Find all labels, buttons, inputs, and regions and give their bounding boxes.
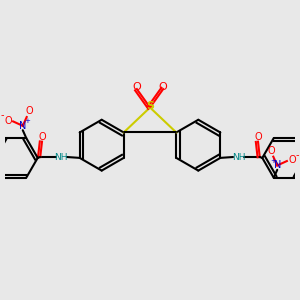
Text: N: N xyxy=(274,160,281,170)
Text: N: N xyxy=(19,121,26,131)
Text: +: + xyxy=(270,158,276,164)
Text: O: O xyxy=(267,146,275,155)
Text: O: O xyxy=(38,132,46,142)
Text: O: O xyxy=(288,155,296,165)
Text: NH: NH xyxy=(232,152,245,161)
Text: O: O xyxy=(254,132,262,142)
Text: O: O xyxy=(133,82,141,92)
Text: S: S xyxy=(146,101,154,111)
Text: -: - xyxy=(1,110,4,120)
Text: NH: NH xyxy=(55,152,68,161)
Text: +: + xyxy=(24,118,30,124)
Text: O: O xyxy=(159,82,167,92)
Text: O: O xyxy=(4,116,12,125)
Text: -: - xyxy=(296,150,299,160)
Text: O: O xyxy=(25,106,33,116)
